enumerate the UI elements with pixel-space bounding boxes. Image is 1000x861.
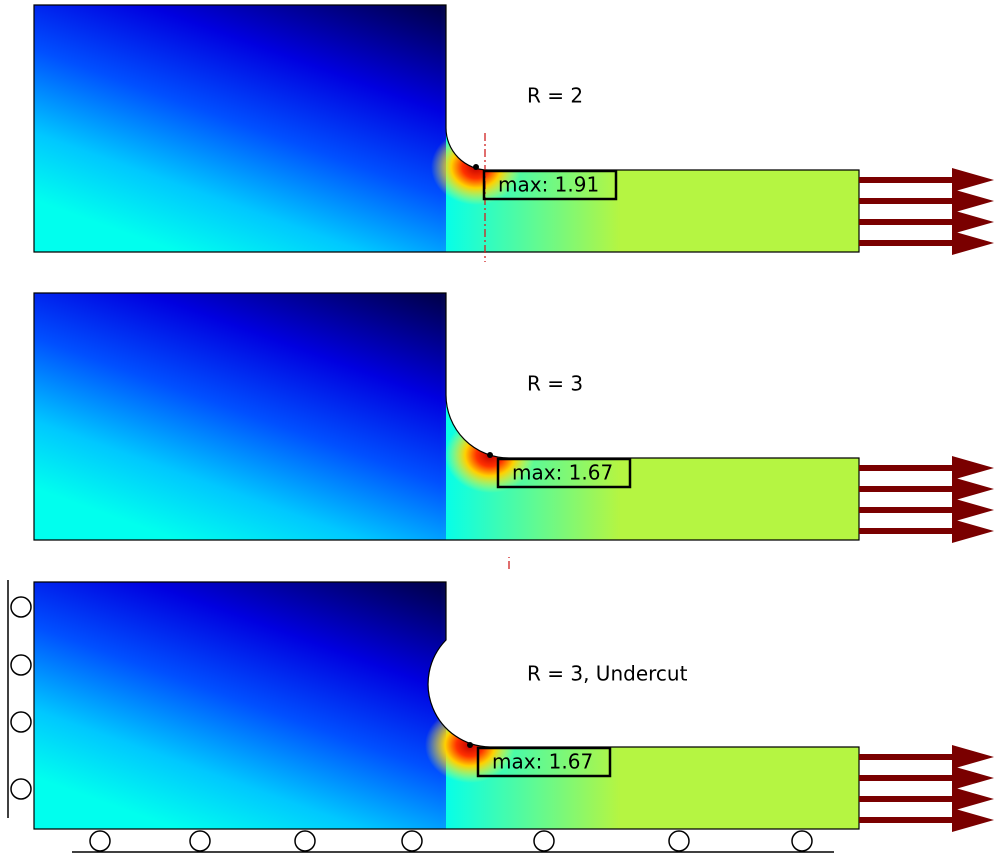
case-label: R = 3 <box>527 372 583 396</box>
max-label: max: 1.67 <box>492 750 593 774</box>
supports <box>7 580 834 853</box>
case-label: R = 3, Undercut <box>527 662 688 686</box>
load-arrow-head <box>952 210 994 234</box>
max-box <box>482 169 618 201</box>
outline <box>33 4 860 253</box>
load-arrow-head <box>952 498 994 522</box>
field-green <box>430 293 859 540</box>
load-arrow-head <box>952 231 994 255</box>
field-green <box>430 582 859 829</box>
load-arrow-head <box>952 766 994 790</box>
load-arrow-head <box>952 189 994 213</box>
load-arrow-head <box>952 456 994 480</box>
load-arrow-head <box>952 808 994 832</box>
max-point <box>487 452 493 458</box>
load-arrow-head <box>952 787 994 811</box>
field-blue <box>34 582 446 829</box>
max-box <box>476 746 612 778</box>
max-label: max: 1.67 <box>512 461 613 485</box>
load-arrow-head <box>952 168 994 192</box>
field-blue <box>34 5 446 252</box>
field-blue <box>34 293 446 540</box>
panel: max: 1.67 R = 3 <box>33 292 994 569</box>
load-arrow-head <box>952 745 994 769</box>
panel: max: 1.91 R = 2 <box>33 4 994 262</box>
case-label: R = 2 <box>527 84 583 108</box>
max-label: max: 1.91 <box>498 173 599 197</box>
load-arrow-head <box>952 519 994 543</box>
panel: max: 1.67 R = 3, Undercut <box>33 581 994 832</box>
load-arrow-head <box>952 477 994 501</box>
max-point <box>467 742 473 748</box>
max-box <box>496 457 632 489</box>
field-green <box>430 5 859 252</box>
max-point <box>473 164 479 170</box>
